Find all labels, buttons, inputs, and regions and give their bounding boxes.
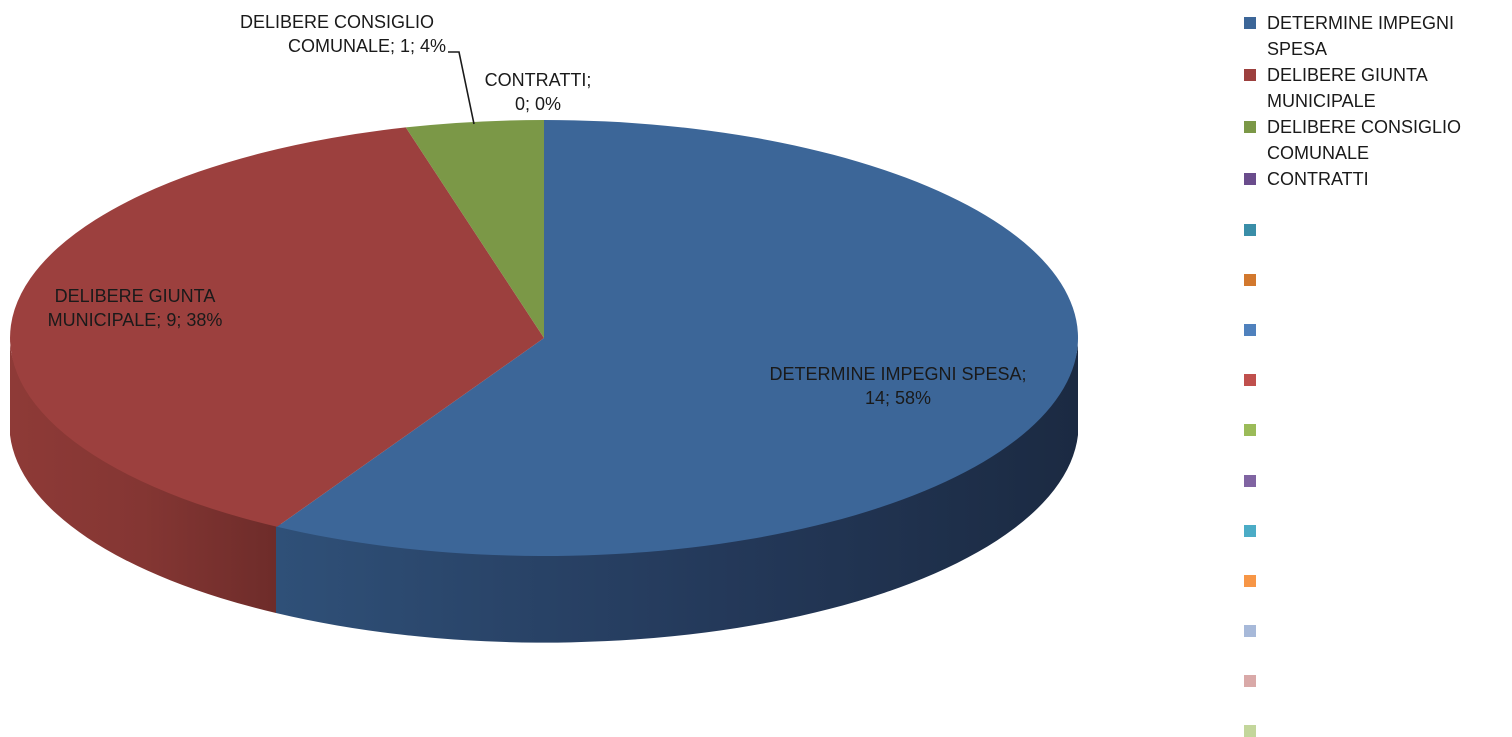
legend-swatch-empty <box>1244 224 1256 236</box>
legend-swatch-empty <box>1244 374 1256 387</box>
data-label-determine: DETERMINE IMPEGNI SPESA; 14; 58% <box>740 362 1056 410</box>
data-label-determine-line1: DETERMINE IMPEGNI SPESA; <box>769 364 1027 384</box>
legend-label-consiglio-line1: DELIBERE CONSIGLIO <box>1267 117 1462 137</box>
legend-swatch-empty <box>1244 324 1256 337</box>
data-label-consiglio-line1: DELIBERE CONSIGLIO <box>239 12 435 32</box>
legend-swatch <box>1244 69 1256 81</box>
data-label-determine-line2: 14; 58% <box>864 388 932 408</box>
legend-label-giunta-line2: MUNICIPALE <box>1267 91 1376 111</box>
legend-label-giunta-line1: DELIBERE GIUNTA <box>1267 65 1428 85</box>
data-label-consiglio: DELIBERE CONSIGLIO COMUNALE; 1; 4% <box>212 10 462 58</box>
legend-swatch-empty <box>1244 524 1256 537</box>
legend-label-determine-line2: SPESA <box>1267 39 1328 59</box>
slice-side-determine <box>276 345 1078 643</box>
legend-swatch-empty <box>1244 474 1256 487</box>
legend-swatch <box>1244 17 1256 29</box>
legend-swatch-empty <box>1244 574 1256 587</box>
leader-line-consiglio <box>448 51 475 125</box>
legend-swatch-empty <box>1244 624 1256 637</box>
legend-label-determine-line1: DETERMINE IMPEGNI <box>1267 13 1455 33</box>
data-label-giunta: DELIBERE GIUNTA MUNICIPALE; 9; 38% <box>10 284 260 332</box>
legend-swatch-empty <box>1244 674 1256 687</box>
legend-label-contratti: CONTRATTI <box>1267 169 1369 189</box>
data-label-contratti-line1: CONTRATTI; <box>484 70 592 90</box>
pie-slices <box>10 119 1079 556</box>
data-label-contratti: CONTRATTI; 0; 0% <box>458 68 618 116</box>
legend: DETERMINE IMPEGNI SPESA DELIBERE GIUNTA … <box>1244 10 1506 737</box>
pie-slice-delibere-giunta-municipale <box>10 127 544 527</box>
legend-swatch <box>1244 173 1256 185</box>
legend-swatch <box>1244 121 1256 133</box>
legend-swatch-empty <box>1244 274 1256 287</box>
data-label-giunta-line2: MUNICIPALE; 9; 38% <box>47 310 223 330</box>
data-label-contratti-line2: 0; 0% <box>514 94 562 114</box>
legend-swatch-empty <box>1244 725 1256 737</box>
pie-slice-determine-impegni-spesa <box>277 119 1079 556</box>
data-label-consiglio-line2: COMUNALE; 1; 4% <box>287 36 446 56</box>
legend-swatch-empty <box>1244 424 1256 437</box>
legend-label-consiglio-line2: COMUNALE <box>1267 143 1370 163</box>
data-label-giunta-line1: DELIBERE GIUNTA <box>54 286 216 306</box>
pie-slice-delibere-consiglio-comunale <box>405 120 544 338</box>
